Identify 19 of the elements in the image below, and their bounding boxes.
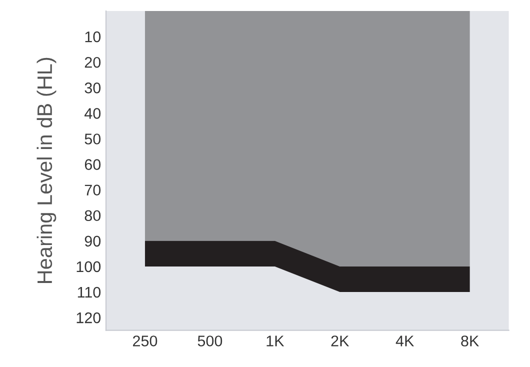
x-tick-label: 8K — [461, 336, 479, 346]
y-tick-label: 40 — [84, 108, 101, 119]
y-axis-title: Hearing Level in dB (HL) — [36, 58, 56, 283]
y-tick-label: 120 — [76, 312, 101, 324]
y-tick-label: 60 — [84, 159, 101, 170]
y-tick-label: 70 — [84, 184, 101, 196]
x-tick-label: 250 — [133, 336, 158, 346]
x-tick-label: 2K — [331, 336, 350, 346]
x-tick-label: 4K — [396, 336, 414, 346]
x-tick-label: 500 — [198, 336, 222, 346]
y-tick-label: 10 — [85, 31, 101, 42]
y-tick-label: 30 — [84, 82, 101, 94]
y-tick-label: 90 — [84, 236, 101, 247]
y-tick-label: 50 — [84, 134, 101, 144]
y-tick-label: 80 — [84, 210, 101, 222]
y-tick-label: 20 — [84, 56, 101, 68]
y-tick-label: 100 — [76, 261, 101, 272]
x-tick-label: 1K — [266, 336, 284, 346]
y-tick-label: 110 — [78, 286, 101, 298]
